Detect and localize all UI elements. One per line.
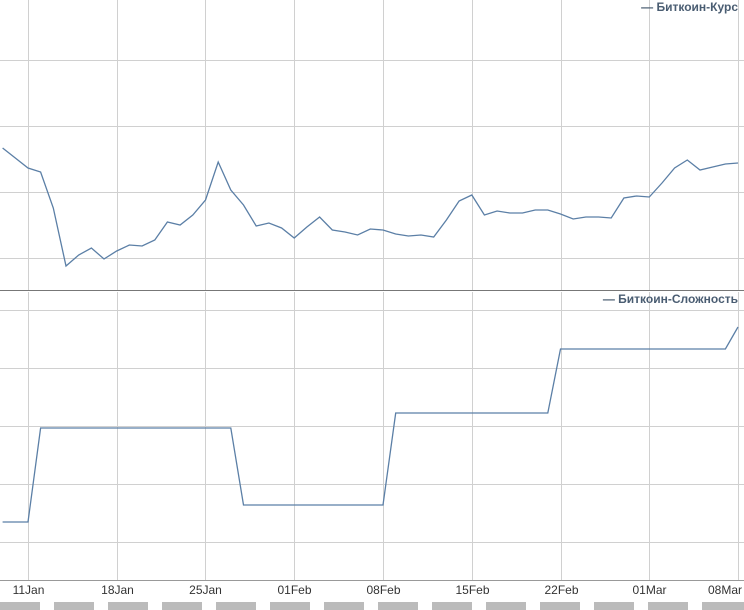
- x-tick-label: 01Mar: [632, 583, 666, 597]
- x-tick-label: 08Mar: [708, 583, 742, 597]
- x-tick-label: 18Jan: [101, 583, 134, 597]
- scrollbar: [0, 602, 744, 610]
- x-tick-label: 22Feb: [544, 583, 578, 597]
- x-tick-label: 01Feb: [277, 583, 311, 597]
- series-line: [2, 147, 739, 268]
- x-tick-label: 15Feb: [455, 583, 489, 597]
- series-line: [2, 326, 739, 523]
- x-tick-label: 11Jan: [13, 583, 45, 597]
- legend-entry: — Биткоин-Курс: [641, 0, 738, 14]
- x-tick-label: 25Jan: [189, 583, 222, 597]
- legend-entry: — Биткоин-Сложность: [603, 292, 738, 306]
- x-tick-label: 08Feb: [366, 583, 400, 597]
